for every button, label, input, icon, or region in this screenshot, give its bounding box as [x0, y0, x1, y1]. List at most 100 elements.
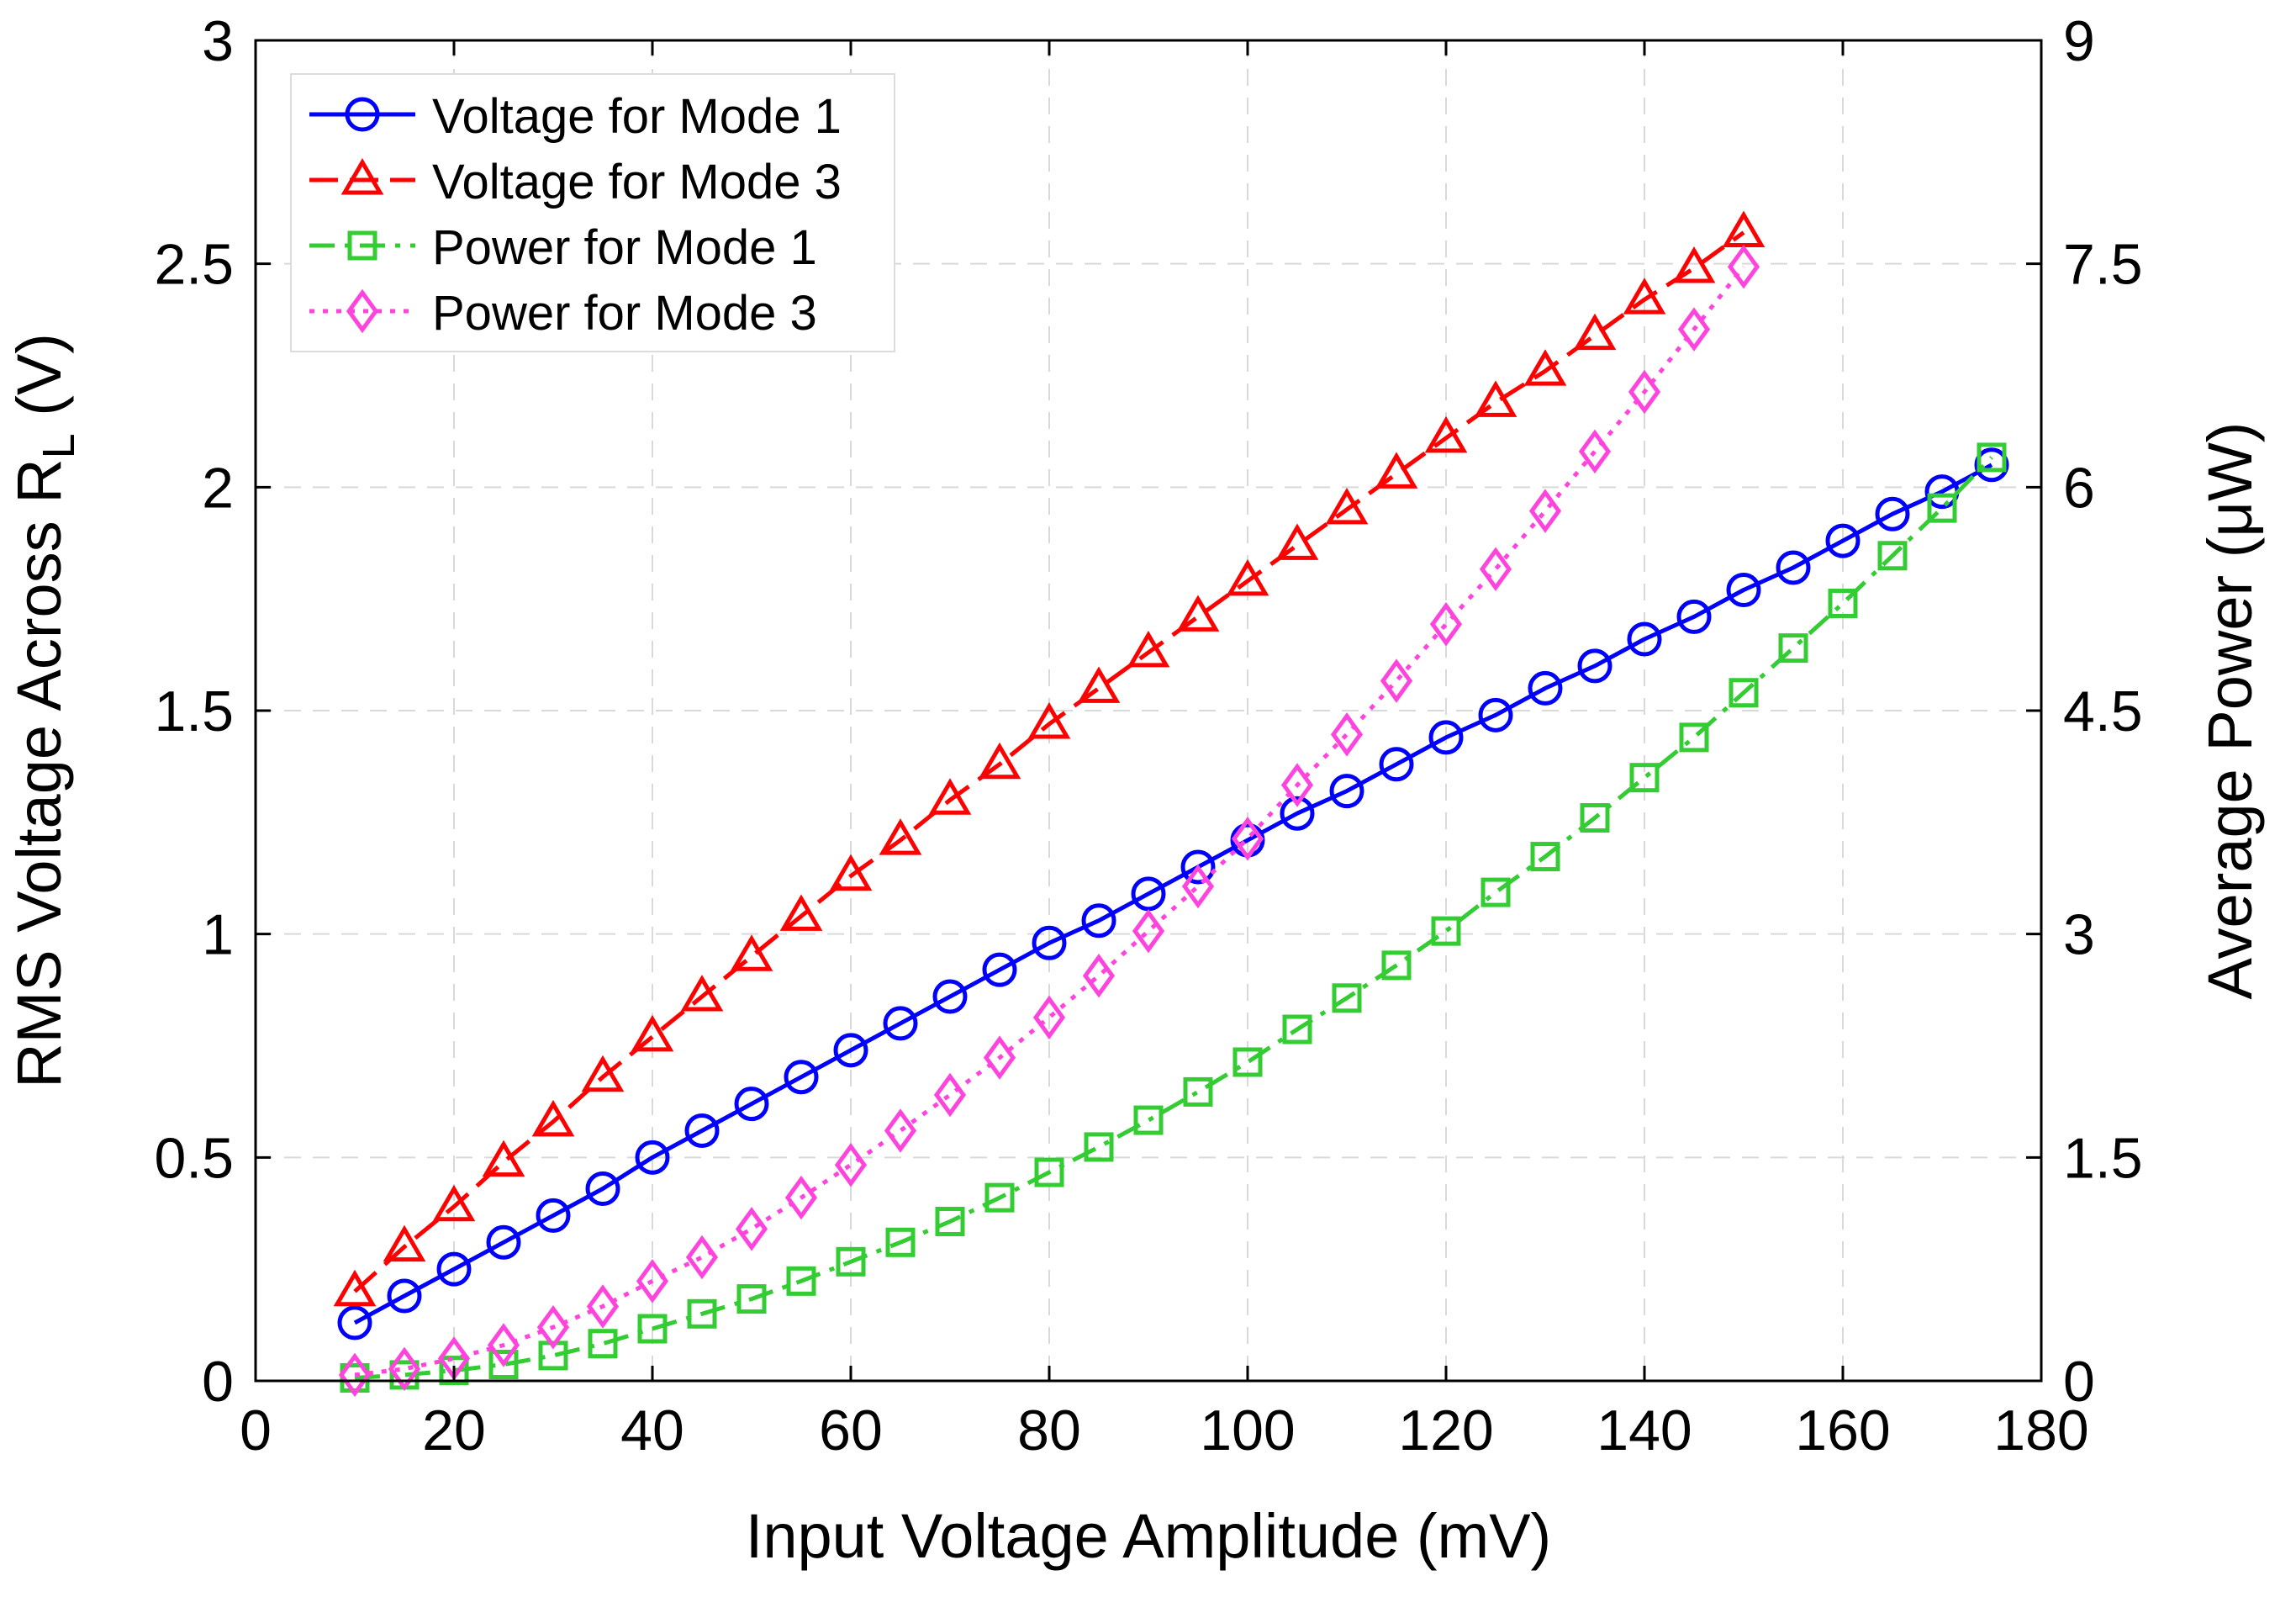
data-point — [1578, 429, 1612, 474]
data-point — [1081, 903, 1116, 939]
legend-marker — [340, 158, 384, 195]
y-axis-label-main: RMS Voltage Across R — [4, 458, 74, 1088]
x-tick-label: 120 — [1398, 1399, 1493, 1462]
data-point — [631, 1014, 674, 1052]
data-point — [387, 1278, 422, 1314]
data-point — [1628, 369, 1661, 415]
data-point — [486, 1224, 521, 1260]
data-point — [834, 1142, 868, 1187]
series-line — [353, 230, 1745, 1293]
y-axis-label-subscript: L — [34, 433, 84, 458]
data-point — [338, 1352, 372, 1398]
data-point — [1677, 307, 1711, 352]
legend-item: Power for Mode 1 — [309, 220, 817, 275]
data-point — [1325, 487, 1369, 525]
data-point — [735, 1207, 768, 1251]
y2-axis-label: Average Power (μW) — [2195, 422, 2265, 1000]
y2-tick-label: 3 — [2063, 903, 2095, 967]
legend-label: Voltage for Mode 3 — [432, 155, 842, 209]
data-point — [1676, 599, 1712, 634]
series-power-for-mode-3 — [338, 244, 1760, 1398]
data-point — [636, 1259, 669, 1304]
data-point — [1727, 244, 1760, 289]
data-point — [1528, 670, 1563, 706]
data-point — [1580, 803, 1610, 833]
data-point — [1825, 523, 1861, 558]
y-axis-label-unit: (V) — [4, 333, 74, 416]
data-point — [1729, 678, 1759, 708]
data-point — [1478, 697, 1513, 732]
y-tick-label: 3 — [202, 9, 234, 73]
data-point — [1679, 722, 1709, 753]
data-point — [1627, 621, 1662, 657]
y2-tick-label: 1.5 — [2063, 1126, 2143, 1190]
data-point — [784, 1060, 819, 1095]
y2-tick-label: 0 — [2063, 1350, 2095, 1414]
data-point — [487, 1323, 520, 1367]
data-point — [1127, 630, 1170, 668]
data-point — [586, 1284, 620, 1329]
data-point — [1226, 558, 1269, 596]
x-tick-label: 40 — [620, 1399, 684, 1462]
legend-item: Voltage for Mode 3 — [309, 155, 842, 209]
data-point — [779, 894, 823, 931]
data-point — [432, 1184, 476, 1222]
data-point — [581, 1055, 625, 1092]
data-point — [879, 818, 922, 855]
y-tick-label: 1.5 — [154, 680, 234, 743]
data-point — [784, 1175, 818, 1220]
data-point — [635, 1140, 670, 1175]
data-point — [1828, 588, 1858, 618]
data-point — [982, 952, 1017, 987]
data-point — [1077, 666, 1121, 703]
x-tick-label: 180 — [1993, 1399, 2088, 1462]
series-voltage-for-mode-3 — [333, 210, 1766, 1307]
x-tick-label: 160 — [1795, 1399, 1890, 1462]
data-point — [637, 1314, 668, 1344]
data-point — [1131, 876, 1166, 912]
y-tick-label: 2 — [202, 456, 234, 520]
data-point — [734, 1087, 769, 1122]
data-point — [928, 778, 972, 815]
legend-item: Power for Mode 3 — [309, 286, 817, 341]
data-point — [1282, 1014, 1312, 1044]
data-point — [1428, 720, 1464, 755]
data-point — [1176, 595, 1220, 632]
data-point — [482, 1140, 525, 1177]
data-point — [585, 1171, 620, 1207]
data-point — [536, 1198, 571, 1233]
series-layer — [333, 210, 2009, 1398]
data-point — [333, 1269, 377, 1307]
data-point — [685, 1235, 719, 1280]
x-tick-label: 100 — [1200, 1399, 1295, 1462]
data-point — [436, 1251, 472, 1287]
data-point — [1133, 1105, 1164, 1135]
x-tick-label: 20 — [422, 1399, 486, 1462]
y-tick-label: 0 — [202, 1350, 234, 1414]
data-point — [1927, 493, 1957, 523]
data-point — [730, 934, 773, 971]
y-tick-label: 2.5 — [154, 233, 234, 297]
legend-marker — [346, 288, 379, 334]
y-tick-label: 0.5 — [154, 1126, 234, 1190]
data-point — [1523, 349, 1567, 386]
data-point — [687, 1298, 717, 1329]
ticks: 0 20 40 60 80 100 120 140 160 18000.511.522.5301.… — [154, 9, 2142, 1462]
data-point — [1375, 452, 1418, 489]
data-point — [1381, 950, 1412, 981]
y2-tick-label: 6 — [2063, 456, 2095, 520]
x-tick-label: 80 — [1017, 1399, 1081, 1462]
data-point — [1329, 774, 1364, 809]
data-point — [833, 1033, 868, 1068]
data-point — [1275, 523, 1319, 560]
data-point — [1181, 864, 1215, 909]
data-point — [1672, 246, 1716, 283]
data-point — [1474, 380, 1517, 417]
x-tick-label: 0 — [240, 1399, 272, 1462]
data-point — [884, 1108, 917, 1153]
data-point — [1977, 442, 2007, 473]
y2-tick-label: 4.5 — [2063, 680, 2143, 743]
data-point — [1280, 763, 1314, 807]
data-point — [1875, 496, 1910, 531]
